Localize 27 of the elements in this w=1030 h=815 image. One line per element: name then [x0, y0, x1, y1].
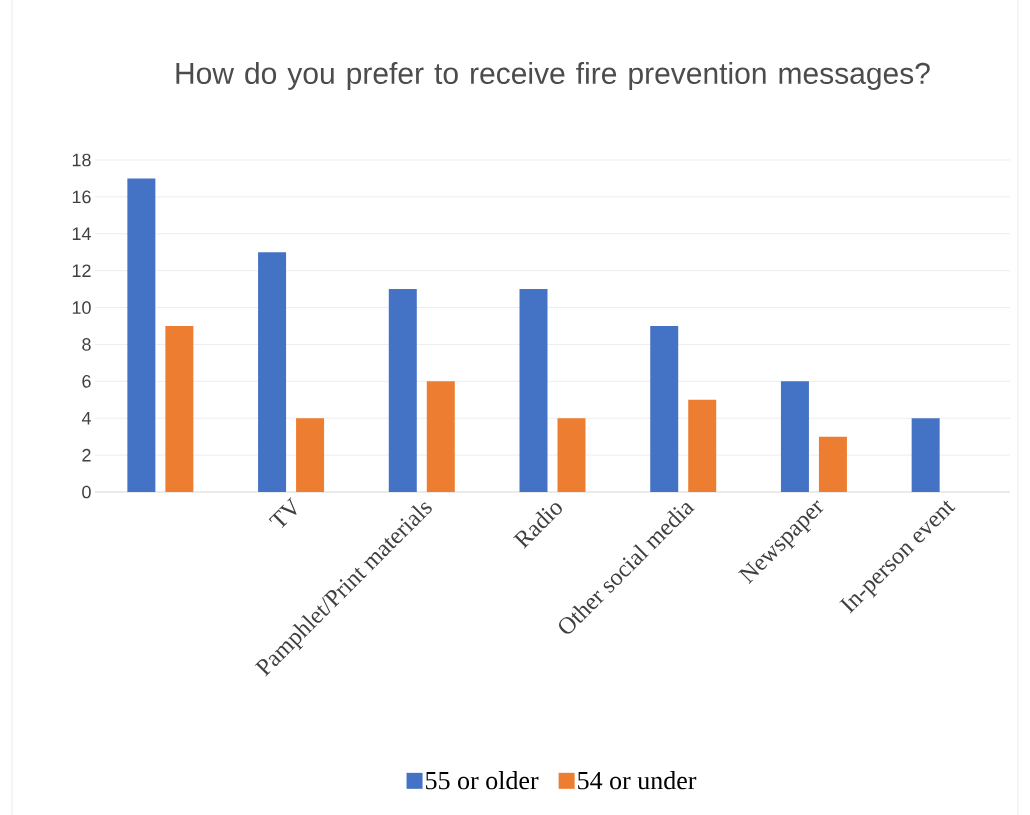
bar [911, 418, 940, 492]
y-tick-label: 6 [82, 374, 91, 388]
bar [650, 326, 679, 492]
bar [127, 178, 156, 492]
y-tick-label: 4 [81, 412, 91, 425]
y-tick-label: 8 [82, 338, 91, 351]
y-tick-label: 12 [72, 264, 91, 277]
bar [296, 418, 325, 492]
y-tick-label: 14 [72, 227, 91, 240]
bar [165, 326, 194, 492]
y-tick-label: 0 [82, 485, 91, 499]
bar [258, 252, 287, 492]
bar [519, 289, 548, 492]
chart-title: How do you prefer to receive fire prevention messages? [176, 62, 930, 90]
bar [388, 289, 417, 492]
legend-label: 54 or under [578, 771, 697, 790]
legend-label: 55 or older [426, 771, 539, 790]
bar [780, 381, 809, 492]
y-tick-label: 16 [72, 190, 91, 204]
y-tick-label: 2 [82, 448, 91, 462]
bar [818, 436, 847, 492]
bar [557, 418, 586, 492]
bar [426, 381, 455, 492]
y-tick-label: 10 [72, 301, 91, 314]
y-tick-label: 18 [72, 153, 91, 167]
x-tick-label: TV [268, 497, 297, 529]
bar [688, 399, 717, 492]
